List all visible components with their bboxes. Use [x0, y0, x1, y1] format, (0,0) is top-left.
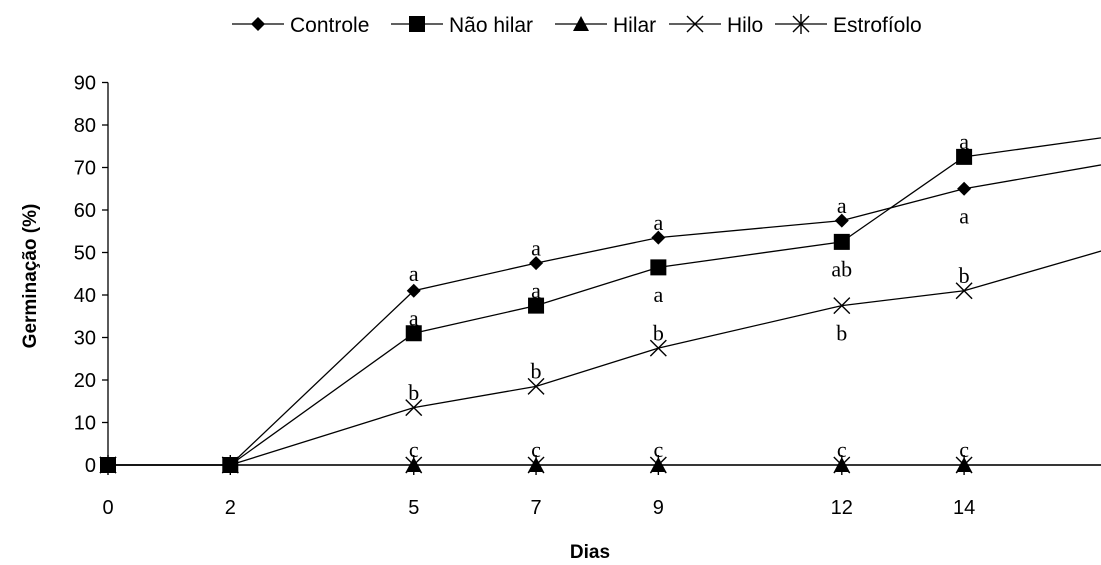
significance-label: a [959, 203, 969, 228]
significance-label: a [653, 282, 663, 307]
data-point-hilo [527, 377, 545, 395]
significance-label: a [959, 129, 969, 154]
legend-label: Hilo [727, 14, 763, 37]
x-tick-label: 0 [102, 497, 113, 519]
data-point-estrofiolo [527, 455, 545, 475]
significance-label: b [653, 320, 664, 345]
x-tick-label: 2 [225, 497, 236, 519]
data-point-hilo [833, 297, 851, 315]
significance-label: c [409, 437, 419, 462]
legend-item-estrofiolo: Estrofíolo [775, 14, 922, 37]
significance-label: c [531, 437, 541, 462]
data-point-hilo [649, 339, 667, 357]
significance-label: b [959, 263, 970, 288]
legend-item-hilo: Hilo [669, 14, 763, 37]
series-controle [101, 164, 1101, 472]
data-point-nao-hilar [528, 297, 545, 314]
significance-label: a [409, 305, 419, 330]
legend-item-controle: Controle [232, 14, 369, 37]
x-tick-label: 7 [530, 497, 541, 519]
legend-label: Não hilar [449, 14, 533, 37]
chart-legend: Controle Não hilar Hilar Hilo Estrofíolo [232, 14, 922, 37]
data-point-hilo [405, 399, 423, 417]
y-tick-label: 10 [74, 413, 96, 435]
legend-label: Estrofíolo [833, 14, 922, 37]
data-point-nao-hilar [833, 233, 850, 250]
data-point-nao-hilar [405, 325, 422, 342]
significance-label: a [409, 261, 419, 286]
series-nao-hilar [100, 137, 1101, 473]
data-point-estrofiolo [649, 455, 667, 475]
data-point-nao-hilar [650, 259, 667, 276]
data-point-hilo [955, 282, 973, 300]
y-tick-label: 90 [74, 73, 96, 95]
series-hilo [99, 250, 1101, 474]
x-tick-label: 12 [831, 497, 853, 519]
legend-marker [792, 14, 810, 34]
x-tick-label: 9 [653, 497, 664, 519]
significance-label: a [653, 210, 663, 235]
y-tick-label: 80 [74, 115, 96, 137]
series-estrofiolo [99, 455, 1101, 475]
data-point-estrofiolo [221, 455, 239, 475]
data-point-controle [651, 230, 666, 245]
significance-label: b [836, 320, 847, 345]
legend-marker [251, 17, 265, 31]
data-point-controle [834, 213, 849, 228]
chart-axes: 01020304050607080900257912141719 [74, 73, 1101, 519]
data-point-controle [529, 256, 544, 271]
legend-item-nao-hilar: Não hilar [391, 14, 533, 37]
legend-marker [573, 16, 589, 31]
y-axis-title: Germinação (%) [20, 204, 41, 349]
data-point-nao-hilar [956, 148, 973, 165]
y-tick-label: 70 [74, 158, 96, 180]
legend-label: Hilar [613, 14, 656, 37]
series-line-nao-hilar [108, 137, 1101, 466]
significance-label: c [959, 437, 969, 462]
legend-marker [409, 16, 425, 32]
series-line-controle [108, 164, 1101, 466]
y-tick-label: 30 [74, 328, 96, 350]
x-tick-label: 5 [408, 497, 419, 519]
y-tick-label: 50 [74, 243, 96, 265]
y-tick-label: 20 [74, 370, 96, 392]
chart-series [99, 137, 1101, 475]
significance-label: a [531, 235, 541, 260]
significance-label: a [531, 278, 541, 303]
significance-label: c [837, 437, 847, 462]
significance-label: a [837, 193, 847, 218]
significance-label: b [531, 359, 542, 384]
series-line-hilo [108, 250, 1101, 466]
legend-marker [686, 15, 704, 33]
data-point-estrofiolo [405, 455, 423, 475]
data-point-estrofiolo [833, 455, 851, 475]
data-point-estrofiolo [955, 455, 973, 475]
legend-item-hilar: Hilar [555, 14, 656, 37]
significance-label: ab [831, 257, 852, 282]
y-tick-label: 60 [74, 200, 96, 222]
significance-label: b [408, 380, 419, 405]
data-point-estrofiolo [99, 455, 117, 475]
x-axis-title: Dias [570, 542, 610, 563]
data-point-controle [406, 283, 421, 298]
data-point-controle [957, 181, 972, 196]
x-tick-label: 14 [953, 497, 975, 519]
chart-annotations: aabcaabcaabcaabbcaabcaabbcaabbc [408, 129, 970, 462]
significance-label: c [653, 437, 663, 462]
y-tick-label: 40 [74, 285, 96, 307]
legend-label: Controle [290, 14, 369, 37]
y-tick-label: 0 [85, 455, 96, 477]
